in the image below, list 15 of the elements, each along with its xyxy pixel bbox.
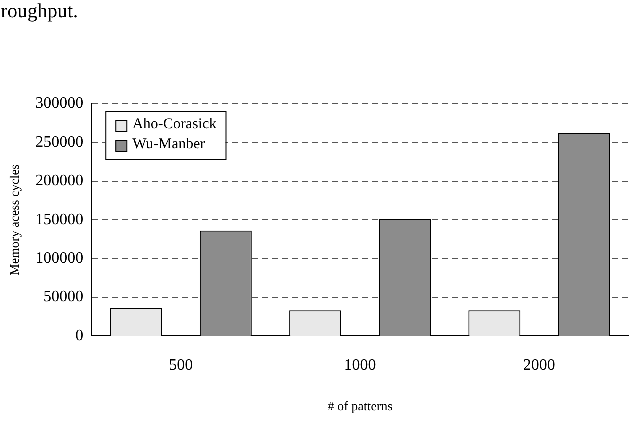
legend-label: Aho-Corasick [132, 116, 218, 132]
y-tick-label: 250000 [36, 134, 84, 151]
y-tick-label: 100000 [36, 250, 84, 268]
x-tick-label: 1000 [344, 357, 376, 374]
legend-label: Wu-Manber [132, 136, 206, 152]
y-axis-title: Memory acess cycles [7, 164, 22, 276]
y-tick-label: 50000 [44, 288, 84, 306]
x-tick-label: 500 [169, 357, 194, 374]
x-tick-label: 2000 [523, 357, 556, 374]
text: roughput. [1, 0, 78, 22]
y-tick-label: 0 [76, 327, 84, 344]
y-tick-label: 150000 [36, 211, 84, 228]
x-axis-title: # of patterns [328, 398, 393, 414]
y-tick-label: 200000 [36, 172, 84, 190]
y-tick-label: 300000 [36, 95, 84, 112]
